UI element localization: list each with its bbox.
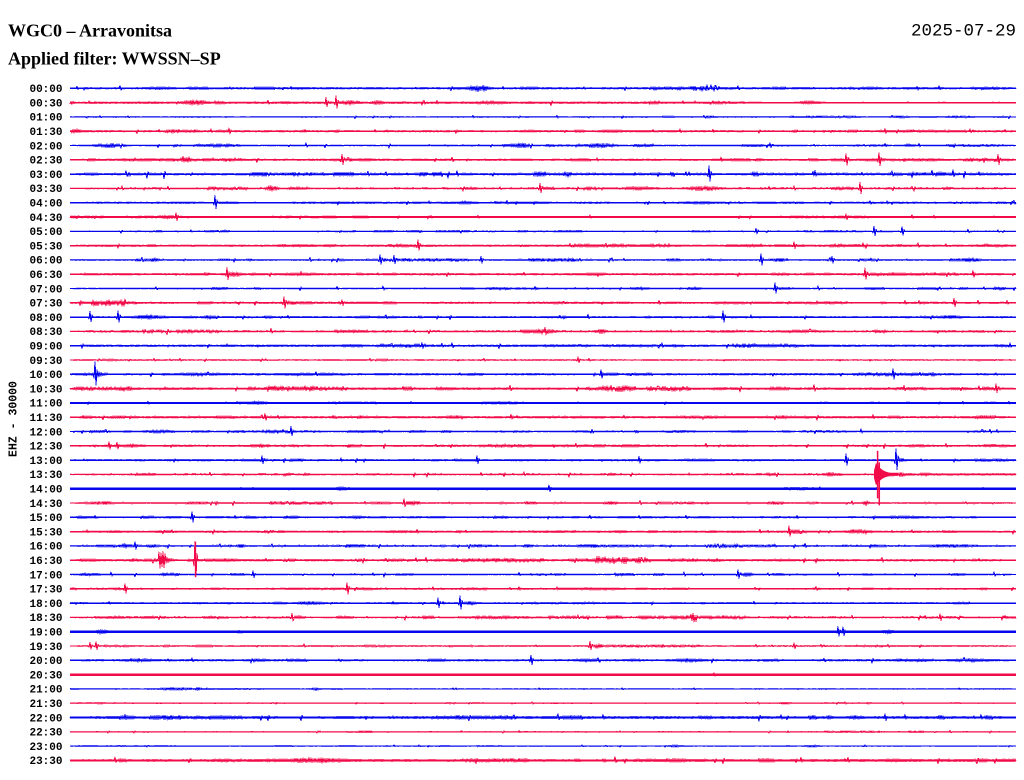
svg-text:16:30: 16:30 xyxy=(29,556,62,568)
svg-text:21:00: 21:00 xyxy=(29,685,62,697)
svg-text:19:00: 19:00 xyxy=(29,628,62,640)
svg-text:17:00: 17:00 xyxy=(29,570,62,582)
svg-text:17:30: 17:30 xyxy=(29,585,62,597)
svg-text:23:00: 23:00 xyxy=(29,742,62,754)
svg-text:23:30: 23:30 xyxy=(29,756,62,768)
svg-text:14:00: 14:00 xyxy=(29,485,62,497)
svg-text:00:30: 00:30 xyxy=(29,98,62,110)
svg-text:19:30: 19:30 xyxy=(29,642,62,654)
svg-text:04:00: 04:00 xyxy=(29,199,62,211)
svg-text:05:00: 05:00 xyxy=(29,227,62,239)
svg-text:01:00: 01:00 xyxy=(29,113,62,125)
svg-text:08:30: 08:30 xyxy=(29,327,62,339)
svg-text:20:30: 20:30 xyxy=(29,670,62,682)
svg-text:13:30: 13:30 xyxy=(29,470,62,482)
svg-text:18:00: 18:00 xyxy=(29,599,62,611)
svg-text:15:00: 15:00 xyxy=(29,513,62,525)
svg-text:01:30: 01:30 xyxy=(29,127,62,139)
svg-text:10:00: 10:00 xyxy=(29,370,62,382)
svg-text:12:00: 12:00 xyxy=(29,427,62,439)
svg-text:03:00: 03:00 xyxy=(29,170,62,182)
svg-text:04:30: 04:30 xyxy=(29,213,62,225)
svg-text:22:00: 22:00 xyxy=(29,713,62,725)
svg-text:16:00: 16:00 xyxy=(29,542,62,554)
svg-text:15:30: 15:30 xyxy=(29,527,62,539)
svg-text:EHZ - 30000: EHZ - 30000 xyxy=(8,381,21,457)
svg-text:02:30: 02:30 xyxy=(29,156,62,168)
svg-text:07:30: 07:30 xyxy=(29,299,62,311)
svg-text:12:30: 12:30 xyxy=(29,442,62,454)
svg-text:20:00: 20:00 xyxy=(29,656,62,668)
svg-text:21:30: 21:30 xyxy=(29,699,62,711)
svg-text:2025-07-29: 2025-07-29 xyxy=(911,22,1016,42)
svg-text:10:30: 10:30 xyxy=(29,384,62,396)
svg-text:WGC0 – Arravonitsa: WGC0 – Arravonitsa xyxy=(8,21,172,41)
svg-text:18:30: 18:30 xyxy=(29,613,62,625)
svg-text:08:00: 08:00 xyxy=(29,313,62,325)
svg-text:09:00: 09:00 xyxy=(29,342,62,354)
svg-text:06:30: 06:30 xyxy=(29,270,62,282)
svg-text:05:30: 05:30 xyxy=(29,241,62,253)
svg-text:07:00: 07:00 xyxy=(29,284,62,296)
svg-text:Applied filter: WWSSN–SP: Applied filter: WWSSN–SP xyxy=(8,49,221,69)
svg-text:11:30: 11:30 xyxy=(29,413,62,425)
svg-text:11:00: 11:00 xyxy=(29,399,62,411)
svg-text:22:30: 22:30 xyxy=(29,728,62,740)
svg-text:09:30: 09:30 xyxy=(29,356,62,368)
svg-text:02:00: 02:00 xyxy=(29,141,62,153)
svg-text:03:30: 03:30 xyxy=(29,184,62,196)
svg-text:06:00: 06:00 xyxy=(29,256,62,268)
svg-text:13:00: 13:00 xyxy=(29,456,62,468)
svg-text:00:00: 00:00 xyxy=(29,84,62,96)
svg-text:14:30: 14:30 xyxy=(29,499,62,511)
